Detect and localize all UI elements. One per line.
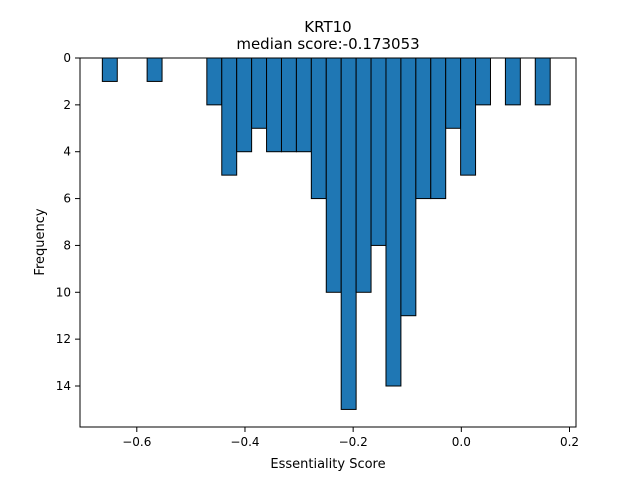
- y-axis-ticks: 0 2 4 6 8 10 12 14: [56, 51, 80, 393]
- histogram-bar-14: [385, 57, 402, 387]
- y-tick-label: 2: [63, 98, 71, 112]
- y-tick-label: 0: [63, 51, 71, 65]
- histogram-bar-18: [445, 57, 462, 129]
- chart-title: KRT10: [304, 18, 351, 36]
- histogram-bar-15: [400, 57, 417, 317]
- histogram-bar-22: [534, 57, 551, 106]
- y-tick-label: 10: [56, 285, 71, 299]
- y-tick-label: 4: [63, 145, 71, 159]
- histogram-bar-6: [266, 57, 282, 153]
- histogram-bar-16: [415, 57, 432, 200]
- plot-area-frame: [79, 57, 577, 428]
- histogram-bar-3: [221, 57, 238, 176]
- y-axis-label: Frequency: [33, 208, 48, 275]
- histogram-bar-9: [310, 57, 327, 200]
- histogram-bar-1: [146, 57, 163, 82]
- y-tick-label: 12: [56, 332, 71, 346]
- histogram-bar-12: [355, 57, 372, 293]
- chart-subtitle: median score:-0.173053: [236, 35, 419, 53]
- histogram-bar-7: [280, 57, 297, 153]
- x-axis-ticks: −0.6 −0.4 −0.2 0.0 0.2: [122, 427, 579, 449]
- histogram-bar-20: [475, 57, 491, 106]
- histogram-bar-21: [504, 57, 521, 106]
- histogram-bar-17: [430, 57, 447, 200]
- y-tick-label: 8: [63, 238, 71, 252]
- x-tick-label: −0.6: [122, 435, 151, 449]
- histogram-bar-8: [295, 57, 312, 153]
- histogram-bar-5: [251, 57, 268, 129]
- x-axis-label: Essentiality Score: [270, 457, 385, 472]
- histogram-bar-0: [101, 57, 118, 82]
- y-tick-label: 14: [56, 379, 71, 393]
- histogram-bar-2: [206, 57, 223, 106]
- histogram-bar-11: [340, 57, 357, 410]
- histogram-bars: [101, 57, 551, 410]
- x-tick-label: −0.2: [339, 435, 368, 449]
- x-tick-label: 0.2: [560, 435, 579, 449]
- histogram-bar-10: [325, 57, 342, 293]
- y-tick-label: 6: [63, 192, 71, 206]
- histogram-bar-13: [370, 57, 387, 246]
- histogram-bar-4: [236, 57, 253, 153]
- x-tick-label: 0.0: [452, 435, 471, 449]
- histogram-bar-19: [460, 57, 477, 176]
- x-tick-label: −0.4: [230, 435, 259, 449]
